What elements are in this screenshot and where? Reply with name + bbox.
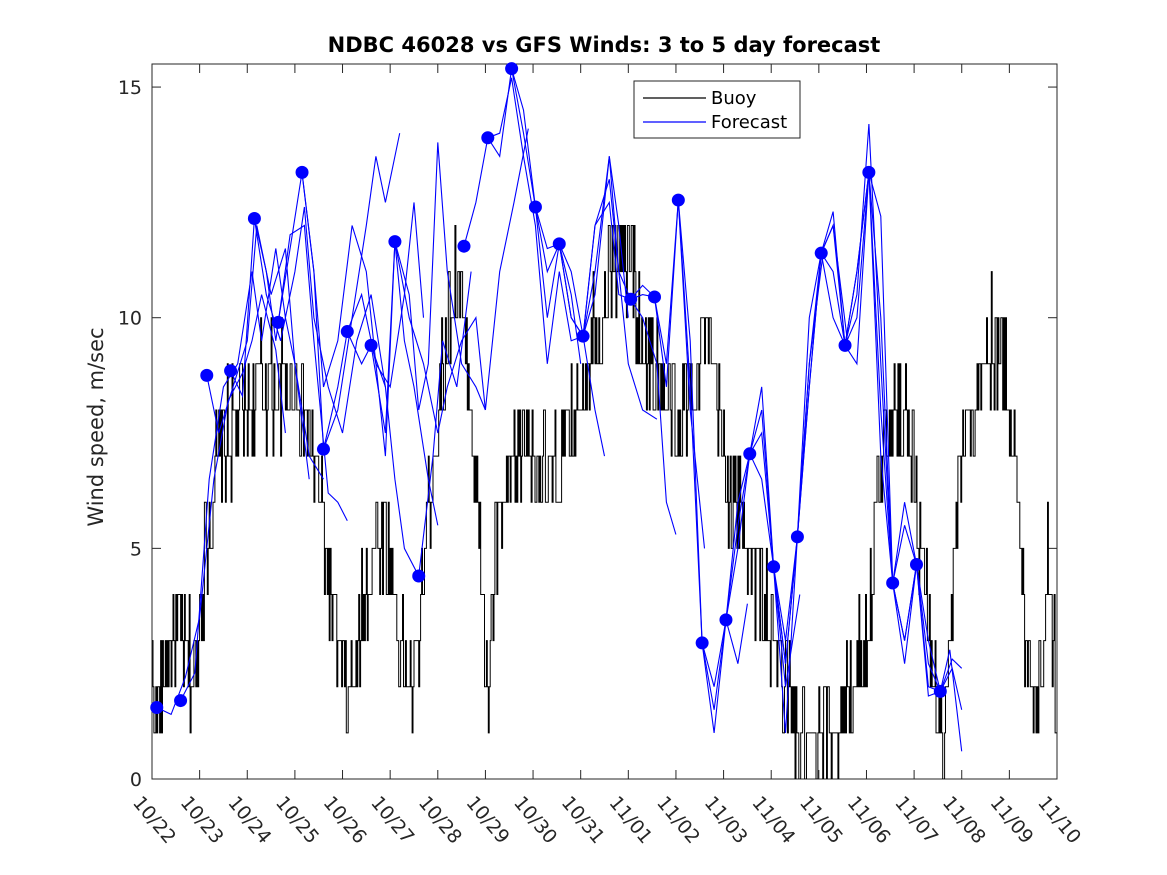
forecast-point-19 bbox=[648, 290, 662, 304]
legend: Buoy Forecast bbox=[633, 80, 801, 139]
forecast-point-20 bbox=[671, 193, 685, 207]
y-tick-label-3: 15 bbox=[118, 77, 142, 99]
forecast-point-2 bbox=[200, 368, 214, 382]
forecast-line-22 bbox=[773, 123, 894, 664]
forecast-line-24 bbox=[820, 172, 941, 692]
forecast-point-24 bbox=[767, 560, 781, 574]
legend-forecast-label: Forecast bbox=[711, 112, 787, 133]
forecast-line-15 bbox=[558, 156, 677, 535]
forecast-line-23 bbox=[796, 172, 918, 664]
forecast-line-7 bbox=[322, 241, 439, 526]
forecast-line-12 bbox=[487, 77, 606, 457]
y-axis-label: Wind speed, m/sec bbox=[84, 327, 108, 526]
forecast-point-27 bbox=[838, 338, 852, 352]
forecast-point-11 bbox=[412, 569, 426, 583]
forecast-line-27 bbox=[892, 564, 963, 697]
forecast-point-22 bbox=[719, 613, 733, 627]
forecast-line-9 bbox=[370, 142, 486, 434]
forecast-point-26 bbox=[814, 246, 828, 260]
forecast-point-25 bbox=[790, 530, 804, 544]
forecast-line-8 bbox=[346, 271, 472, 578]
forecast-point-28 bbox=[862, 165, 876, 179]
forecast-point-12 bbox=[457, 239, 471, 253]
forecast-line-1 bbox=[180, 248, 310, 701]
forecast-point-29 bbox=[886, 576, 900, 590]
forecast-point-7 bbox=[316, 442, 330, 456]
forecast-point-30 bbox=[909, 558, 923, 571]
legend-buoy-label: Buoy bbox=[711, 88, 757, 109]
forecast-point-23 bbox=[743, 447, 757, 461]
forecast-point-16 bbox=[552, 237, 566, 251]
forecast-point-18 bbox=[624, 292, 638, 306]
forecast-point-14 bbox=[505, 62, 519, 76]
forecast-point-0 bbox=[150, 701, 164, 714]
forecast-point-10 bbox=[388, 235, 402, 249]
y-tick-label-0: 0 bbox=[130, 769, 142, 791]
forecast-line-18 bbox=[677, 200, 801, 710]
y-tick-label-2: 10 bbox=[118, 308, 142, 330]
forecast-point-5 bbox=[271, 315, 285, 329]
buoy-series bbox=[152, 225, 1057, 779]
forecast-line-11 bbox=[463, 68, 582, 364]
y-tick-label-1: 5 bbox=[130, 538, 142, 560]
forecast-point-21 bbox=[695, 636, 709, 650]
forecast-point-9 bbox=[364, 338, 378, 352]
forecast-line-25 bbox=[844, 172, 963, 710]
forecast-point-6 bbox=[295, 165, 309, 179]
forecast-point-4 bbox=[247, 212, 261, 226]
forecast-point-31 bbox=[933, 684, 947, 698]
legend-box bbox=[633, 80, 801, 139]
forecast-point-1 bbox=[174, 694, 188, 708]
forecast-point-3 bbox=[224, 364, 238, 378]
forecast-point-13 bbox=[481, 131, 495, 145]
forecast-line-3 bbox=[230, 218, 348, 521]
forecast-line-6 bbox=[301, 172, 425, 389]
chart-title: NDBC 46028 vs GFS Winds: 3 to 5 day fore… bbox=[328, 33, 881, 57]
forecast-point-8 bbox=[340, 325, 354, 339]
forecast-point-15 bbox=[528, 200, 542, 214]
forecast-line-5 bbox=[277, 133, 401, 450]
forecast-point-17 bbox=[576, 329, 590, 343]
axes-box bbox=[151, 63, 1058, 780]
forecast-line-10 bbox=[394, 128, 529, 434]
